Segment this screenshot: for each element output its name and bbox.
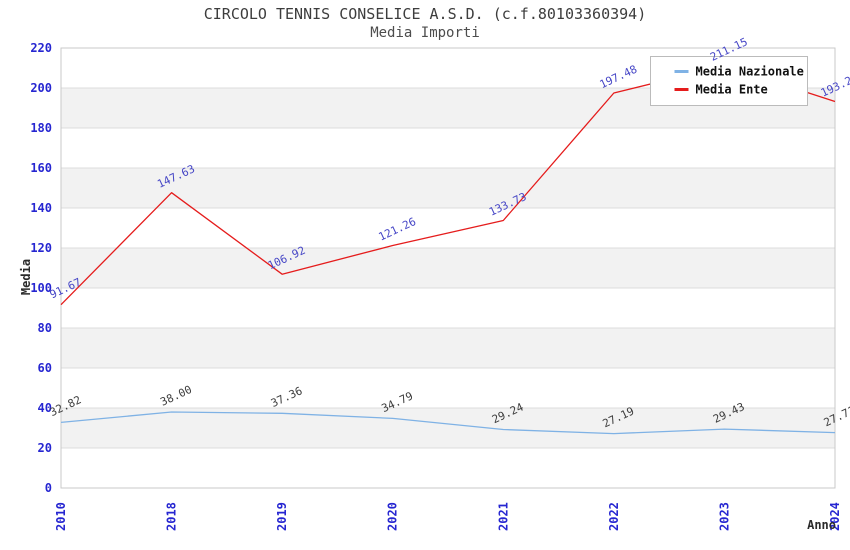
point-value-label: 197.48: [598, 63, 640, 92]
x-tick-label: 2018: [165, 502, 179, 531]
y-tick-label: 100: [30, 281, 52, 295]
series-line-media-nazionale: [60, 411, 836, 435]
chart-subtitle: Media Importi: [370, 25, 480, 41]
y-tick-label: 60: [38, 361, 52, 375]
point-value-label: 121.26: [376, 215, 418, 244]
point-value-label: 38.00: [158, 383, 194, 409]
legend-label: Media Ente: [696, 83, 768, 97]
x-tick-label: 2023: [717, 502, 731, 531]
plot-band: [61, 248, 835, 288]
plot-band: [61, 408, 835, 448]
y-tick-label: 20: [38, 441, 52, 455]
legend-label: Media Nazionale: [696, 65, 804, 79]
x-tick-label: 2024: [828, 502, 842, 531]
y-tick-label: 180: [30, 121, 52, 135]
y-tick-label: 200: [30, 81, 52, 95]
plot-frame: [60, 47, 836, 489]
y-tick-label: 40: [38, 401, 52, 415]
chart-title: CIRCOLO TENNIS CONSELICE A.S.D. (c.f.801…: [203, 5, 647, 23]
x-tick-label: 2020: [386, 502, 400, 531]
y-tick-label: 140: [30, 201, 52, 215]
x-axis-title: Anno: [807, 518, 836, 532]
x-tick-label: 2021: [496, 502, 510, 531]
point-value-label: 27.71: [822, 404, 850, 430]
legend-box: [650, 56, 808, 106]
x-tick-label: 2019: [275, 502, 289, 531]
y-tick-label: 160: [30, 161, 52, 175]
plot-band: [61, 328, 835, 368]
plot-band: [61, 168, 835, 208]
y-tick-label: 80: [38, 321, 52, 335]
point-value-label: 37.36: [269, 384, 305, 410]
y-tick-label: 0: [45, 481, 52, 495]
y-tick-label: 220: [30, 41, 52, 55]
x-tick-label: 2022: [607, 502, 621, 531]
y-tick-label: 120: [30, 241, 52, 255]
y-axis-title: Media: [19, 259, 33, 295]
x-tick-label: 2010: [54, 502, 68, 531]
